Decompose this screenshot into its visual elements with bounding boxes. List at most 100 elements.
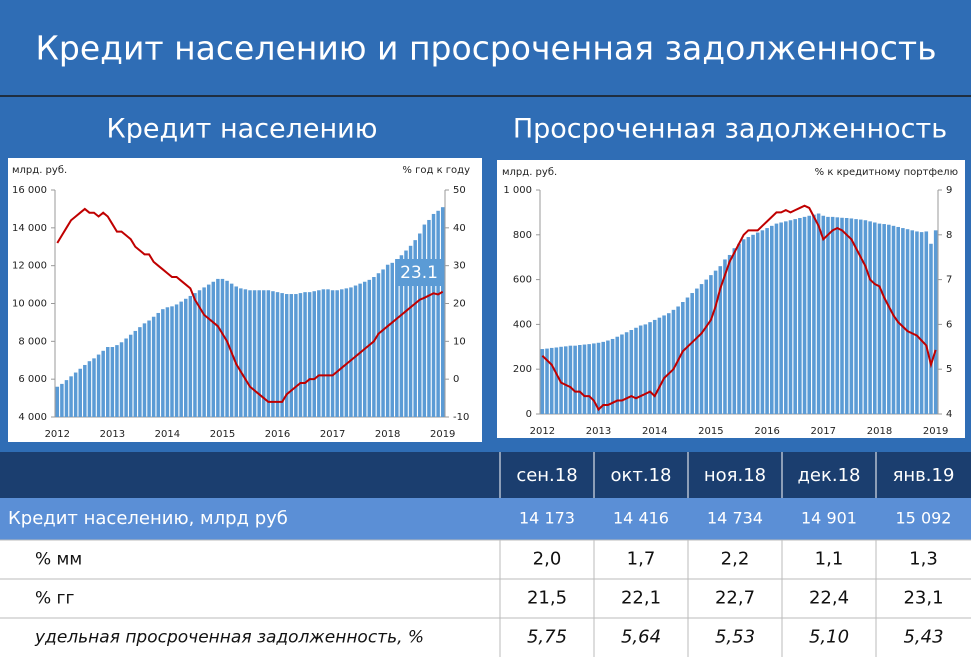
bar xyxy=(142,323,147,417)
row-label: удельная просроченная задолженность, % xyxy=(34,628,424,648)
bar xyxy=(746,237,751,414)
bar xyxy=(266,290,271,417)
y-tick-label: 14 000 xyxy=(12,223,47,234)
y2-tick-label: 0 xyxy=(453,374,459,385)
y2-tick-label: 50 xyxy=(453,185,466,196)
bar xyxy=(275,292,280,417)
cell: 1,3 xyxy=(909,549,938,570)
bar xyxy=(408,245,413,417)
bar xyxy=(220,278,225,417)
bar xyxy=(638,325,643,414)
bar xyxy=(312,291,316,417)
bar xyxy=(760,230,765,414)
cell: 5,53 xyxy=(715,627,755,648)
bar xyxy=(779,222,783,414)
bar xyxy=(554,347,559,414)
bar xyxy=(110,347,115,417)
bar xyxy=(280,293,284,417)
bar xyxy=(830,216,835,414)
y-tick-label: 6 000 xyxy=(18,374,47,385)
bar xyxy=(666,313,671,414)
cell: 14 173 xyxy=(519,509,575,528)
bar xyxy=(340,289,344,417)
bar xyxy=(404,250,408,417)
y-tick-label: 16 000 xyxy=(12,185,47,196)
bar xyxy=(741,239,746,414)
y-tick-label: 12 000 xyxy=(12,261,47,272)
bar xyxy=(335,290,339,417)
bar xyxy=(545,348,549,414)
row-label: % гг xyxy=(35,589,74,609)
cell: 5,43 xyxy=(903,627,943,648)
bar xyxy=(774,223,779,414)
x-tick-label: 2019 xyxy=(923,426,948,437)
table-row xyxy=(0,498,971,540)
bar xyxy=(96,354,101,417)
bar xyxy=(882,224,886,414)
bar xyxy=(202,287,206,417)
bar xyxy=(671,309,676,414)
bar xyxy=(344,288,349,417)
bar xyxy=(69,376,73,417)
bar xyxy=(321,289,326,417)
bar xyxy=(718,266,723,414)
line xyxy=(541,204,937,412)
bar xyxy=(193,293,197,417)
annotation: 23.1 xyxy=(400,263,438,283)
bar xyxy=(704,279,709,414)
bar xyxy=(83,364,87,417)
x-tick-label: 2018 xyxy=(375,429,400,440)
x-tick-label: 2016 xyxy=(754,426,779,437)
bar xyxy=(271,291,275,417)
bar xyxy=(399,255,404,417)
y-tick-label: 8 000 xyxy=(18,336,47,347)
left-heading: Кредит населению xyxy=(107,114,378,145)
bar xyxy=(877,223,882,414)
bar xyxy=(573,345,577,414)
bar xyxy=(606,340,610,414)
bar xyxy=(78,368,82,417)
bar xyxy=(835,217,840,414)
bar xyxy=(376,273,381,417)
bar xyxy=(873,222,877,414)
bar xyxy=(64,380,69,417)
y2-tick-label: 6 xyxy=(946,319,952,330)
bar xyxy=(234,286,238,417)
y2-axis-label: % год к году xyxy=(402,165,470,176)
bar xyxy=(924,231,929,414)
x-tick-label: 2019 xyxy=(430,429,455,440)
bar xyxy=(413,240,417,417)
bar xyxy=(821,215,826,414)
bar xyxy=(699,284,704,414)
bar xyxy=(431,213,436,417)
bar xyxy=(629,330,634,414)
annotation-box xyxy=(396,259,442,286)
cell: 21,5 xyxy=(527,588,567,609)
bar xyxy=(294,294,298,417)
bar xyxy=(60,383,64,417)
y-tick-label: 800 xyxy=(513,230,532,241)
table-row xyxy=(0,540,971,579)
y2-axis-label: % к кредитному портфелю xyxy=(815,167,958,178)
x-tick-label: 2013 xyxy=(100,429,125,440)
bar xyxy=(206,284,211,417)
table-header-row xyxy=(0,452,971,498)
y2-tick-label: 5 xyxy=(946,364,952,375)
y2-tick-label: 30 xyxy=(453,261,466,272)
bar xyxy=(298,293,303,417)
y-axis-label: млрд. руб. xyxy=(12,165,67,176)
bar xyxy=(257,290,261,417)
line xyxy=(56,207,444,403)
bar xyxy=(910,230,915,414)
bar xyxy=(106,347,110,417)
bar xyxy=(549,347,554,414)
bar xyxy=(685,297,690,414)
cell: 14 734 xyxy=(707,509,763,528)
cell: 5,10 xyxy=(809,627,849,648)
y-tick-label: 600 xyxy=(513,275,532,286)
y-tick-label: 200 xyxy=(513,364,532,375)
y2-tick-label: 4 xyxy=(946,409,952,420)
bar xyxy=(422,224,427,417)
bar xyxy=(784,221,788,414)
bar xyxy=(128,334,133,417)
